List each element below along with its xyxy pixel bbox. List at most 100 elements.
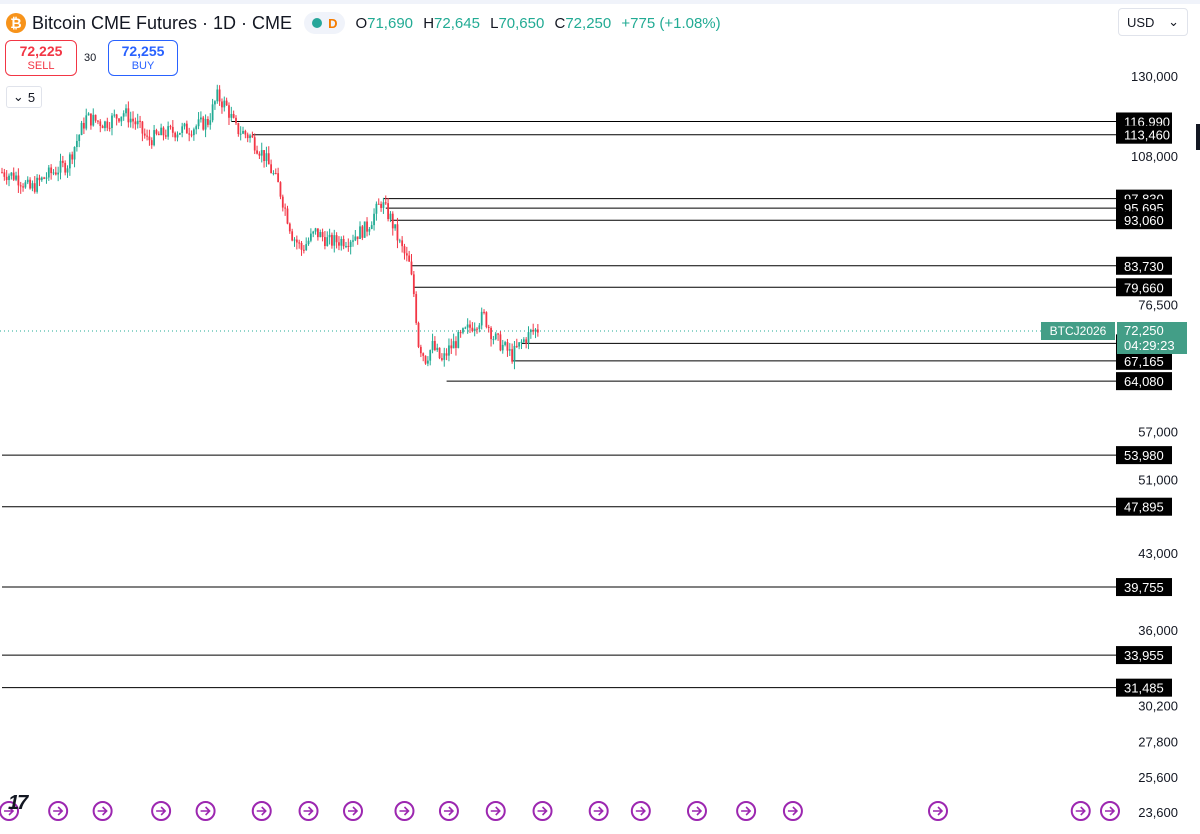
candle-body <box>146 135 148 137</box>
event-marker-icon[interactable] <box>394 801 415 821</box>
candle-body <box>328 234 331 238</box>
candle-body <box>529 329 532 333</box>
level-tag: 31,485 <box>1124 681 1164 696</box>
candle-body <box>405 253 408 256</box>
candle-body <box>394 224 397 229</box>
candle-body <box>183 123 186 127</box>
candle-body <box>536 329 539 333</box>
level-tag-bg <box>1116 125 1172 144</box>
event-marker-icon[interactable] <box>1100 801 1120 821</box>
candle-body <box>408 255 411 262</box>
candle-body <box>403 246 406 254</box>
candle-body <box>54 172 57 175</box>
candle-body <box>293 239 296 241</box>
high-value: 72,645 <box>434 14 480 32</box>
candle-body <box>274 173 277 175</box>
candle-body <box>85 115 88 129</box>
right-scrollbar[interactable] <box>1196 124 1200 150</box>
candle-body <box>15 175 17 180</box>
event-marker-icon[interactable] <box>630 801 651 821</box>
candle-body <box>431 341 434 351</box>
horizontal-levels <box>2 120 1116 689</box>
candle-body <box>52 172 55 174</box>
candle-body <box>279 182 282 197</box>
candle-body <box>522 339 525 342</box>
candle-body <box>253 137 256 151</box>
event-marker-icon[interactable] <box>0 801 20 821</box>
price-axis[interactable]: 130,000 108,000 76,500 57,000 51,000 43,000 36… <box>1131 69 1178 820</box>
candle-body <box>164 135 167 137</box>
candle-body <box>464 327 467 329</box>
event-marker-icon[interactable] <box>782 801 803 821</box>
candle-body <box>335 235 338 243</box>
candle-body <box>373 213 375 226</box>
candle-body <box>127 108 130 123</box>
candle-body <box>143 133 146 136</box>
candle-body <box>532 329 535 332</box>
candle-body <box>176 134 179 138</box>
candle-body <box>61 160 64 163</box>
candle-body <box>19 185 22 187</box>
spread-value: 30 <box>84 52 97 64</box>
event-arrow <box>691 806 703 816</box>
candle-body <box>97 120 99 122</box>
candle-body <box>111 115 113 129</box>
event-arrow <box>156 806 167 816</box>
candle-body <box>356 236 359 239</box>
event-marker-icon[interactable] <box>343 801 363 821</box>
currency-select[interactable]: USD ⌄ <box>1118 8 1188 36</box>
event-marker-icon[interactable] <box>485 801 506 821</box>
currency-value: USD <box>1127 14 1155 30</box>
level-tag-bg <box>1116 646 1172 665</box>
event-marker-icon[interactable] <box>151 801 172 821</box>
event-arrow <box>787 806 799 816</box>
candle-body <box>410 261 413 275</box>
candle-body <box>8 175 10 181</box>
low-value: 70,650 <box>498 14 545 32</box>
candle-body <box>115 114 118 119</box>
event-marker-icon[interactable] <box>588 801 609 821</box>
event-arrow <box>490 806 501 816</box>
candle-body <box>10 172 13 176</box>
price-axis-tick: 130,000 <box>1131 69 1178 84</box>
candle-body <box>50 167 53 174</box>
level-tag-bg <box>1116 256 1172 275</box>
event-markers[interactable] <box>0 801 1120 821</box>
candle-body <box>239 133 242 135</box>
event-marker-icon[interactable] <box>736 801 757 821</box>
event-marker-icon[interactable] <box>48 801 69 821</box>
candle-body <box>148 136 151 141</box>
symbol-title[interactable]: Bitcoin CME Futures · 1D · CME <box>32 12 293 33</box>
indicator-collapse-toggle[interactable]: ⌄ 5 <box>6 86 42 108</box>
candle-body <box>284 207 287 209</box>
candle-body <box>45 177 48 179</box>
candle-body <box>22 186 24 188</box>
event-arrow <box>593 806 604 816</box>
event-marker-icon[interactable] <box>251 801 272 821</box>
bar-countdown: 04:29:23 <box>1124 338 1175 353</box>
candle-body <box>511 349 514 362</box>
candle-body <box>324 237 326 246</box>
candle-body <box>338 242 340 246</box>
event-marker-icon[interactable] <box>438 801 459 821</box>
event-marker-icon[interactable] <box>928 801 948 821</box>
event-marker-icon[interactable] <box>532 801 553 821</box>
sell-button[interactable]: 72,225 SELL <box>5 40 77 76</box>
event-marker-icon[interactable] <box>1070 801 1091 821</box>
candle-body <box>281 196 284 208</box>
candle-body <box>415 294 418 323</box>
candle-body <box>300 242 303 250</box>
candle-body <box>214 101 216 105</box>
event-marker-icon[interactable] <box>92 801 113 821</box>
candle-body <box>221 101 223 108</box>
candle-body <box>441 358 443 360</box>
event-marker-icon[interactable] <box>686 801 707 821</box>
symbol-tag: BTCJ2026 <box>1050 324 1107 338</box>
event-arrow <box>4 806 15 816</box>
event-marker-icon[interactable] <box>195 801 216 821</box>
buy-button[interactable]: 72,255 BUY <box>108 40 178 76</box>
price-axis-tick: 43,000 <box>1138 546 1178 561</box>
market-status-pill[interactable]: D <box>304 12 346 34</box>
event-marker-icon[interactable] <box>298 801 319 821</box>
